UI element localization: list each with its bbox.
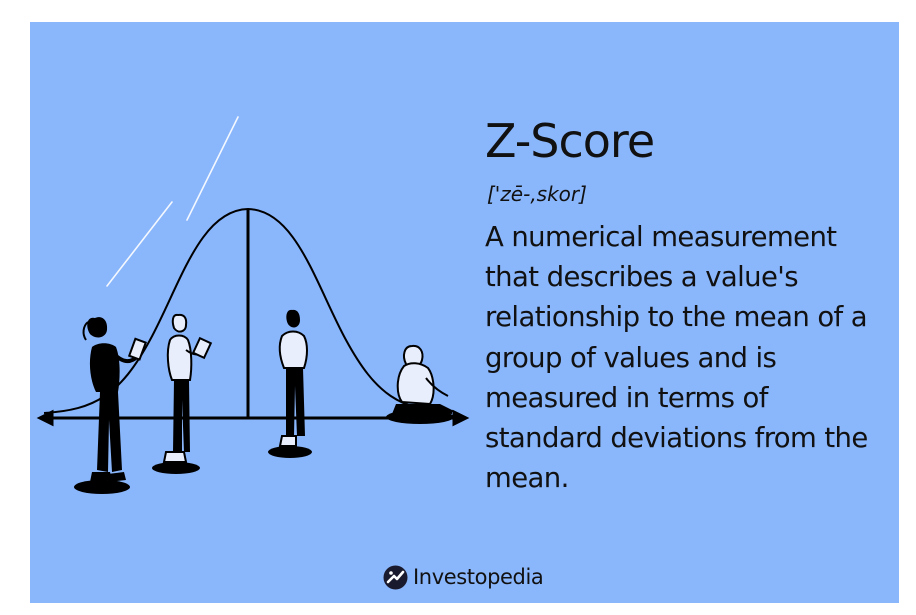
brand-footer: Investopedia: [382, 562, 544, 592]
definition-card: [30, 22, 899, 603]
bell-curve-illustration: [36, 116, 470, 494]
person-with-clipboard: [152, 313, 213, 474]
brand-name: Investopedia: [413, 565, 544, 589]
person-with-tablet: [74, 317, 147, 494]
investopedia-logo-icon: [383, 565, 408, 589]
person-kneeling: [386, 344, 456, 424]
definition-text: A numerical measurement that describes a…: [485, 221, 868, 495]
person-standing-center: [268, 309, 312, 458]
term-title: Z-Score: [485, 114, 655, 168]
pronunciation: ['zē-,skor]: [487, 182, 587, 206]
light-streaks: [106, 116, 239, 287]
